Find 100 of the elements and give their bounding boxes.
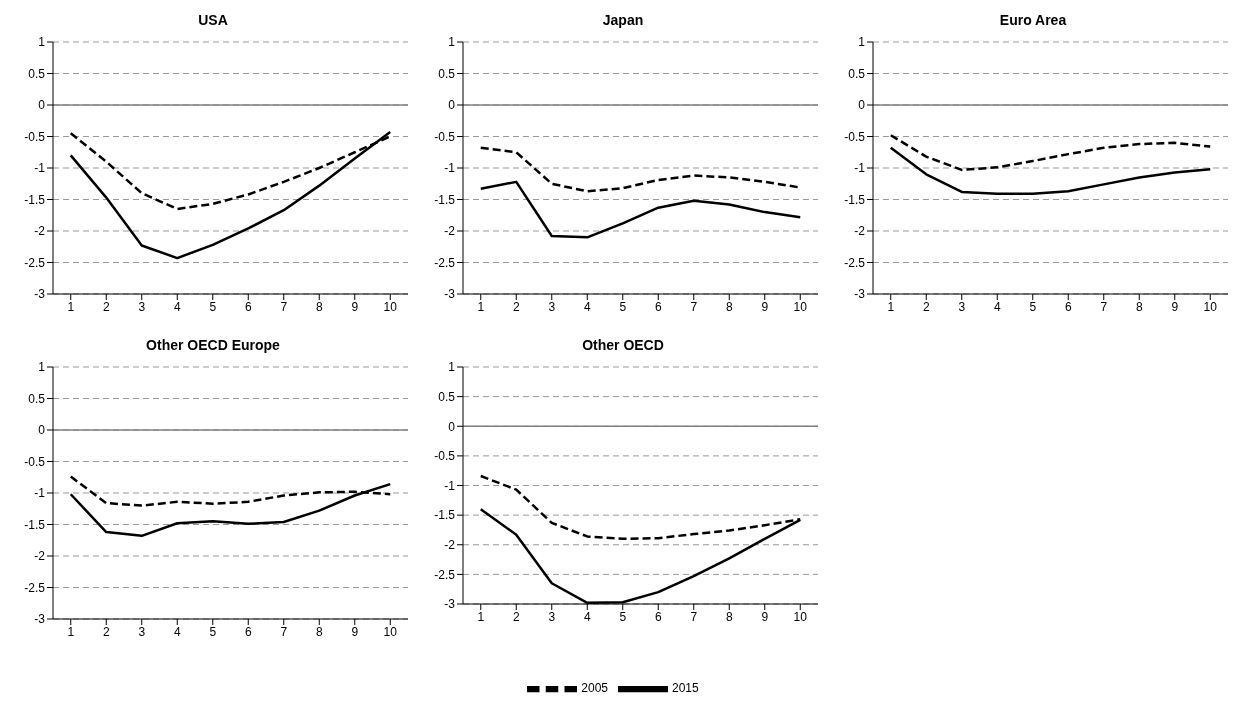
x-tick-label: 3: [138, 624, 146, 639]
x-tick-label: 4: [173, 624, 181, 639]
y-tick-label: -2.5: [844, 255, 866, 270]
y-tick-label: -2: [444, 538, 456, 553]
y-tick-label: 0.5: [848, 66, 866, 81]
x-tick-label: 4: [993, 299, 1001, 314]
x-tick-label: 6: [654, 609, 662, 624]
x-tick-label: 4: [173, 299, 181, 314]
x-tick-label: 10: [1203, 299, 1218, 314]
x-tick-label: 6: [1064, 299, 1072, 314]
y-tick-label: -1: [34, 161, 46, 176]
y-tick-label: 0.5: [28, 391, 46, 406]
x-tick-label: 9: [351, 624, 359, 639]
x-tick-label: 3: [138, 299, 146, 314]
y-tick-label: -0.5: [24, 129, 46, 144]
chart-title: Other OECD: [581, 336, 665, 355]
y-tick-label: 0.5: [438, 66, 456, 81]
chart-title: Euro Area: [998, 11, 1068, 30]
y-tick-label: -2: [444, 224, 456, 239]
y-tick-label: 0.5: [438, 389, 456, 404]
y-tick-label: -2: [854, 224, 866, 239]
chart-title: USA: [197, 11, 229, 30]
x-tick-label: 10: [383, 299, 398, 314]
x-tick-label: 10: [383, 624, 398, 639]
y-tick-label: -1.5: [24, 192, 46, 207]
x-tick-label: 4: [583, 299, 591, 314]
y-tick-label: -1.5: [434, 508, 456, 523]
y-tick-label: -1.5: [844, 192, 866, 207]
y-tick-label: -2: [34, 549, 46, 564]
x-tick-label: 2: [512, 299, 520, 314]
y-tick-label: 1: [448, 35, 456, 50]
x-tick-label: 1: [477, 299, 485, 314]
y-tick-label: -2.5: [24, 580, 46, 595]
x-tick-label: 1: [477, 609, 485, 624]
x-tick-label: 5: [209, 624, 217, 639]
x-tick-label: 1: [67, 299, 75, 314]
y-tick-label: 0: [448, 98, 456, 113]
line-series: [69, 130, 392, 260]
x-tick-label: 6: [654, 299, 662, 314]
y-tick-label: 0: [38, 98, 46, 113]
x-tick-label: 7: [280, 624, 288, 639]
x-tick-label: 5: [209, 299, 217, 314]
y-tick-label: 0.5: [28, 66, 46, 81]
x-tick-label: 3: [958, 299, 966, 314]
x-tick-label: 8: [725, 609, 733, 624]
y-tick-label: -1.5: [24, 517, 46, 532]
y-tick-label: 0: [858, 98, 866, 113]
y-tick-label: -1: [34, 486, 46, 501]
chart-title: Japan: [601, 11, 645, 30]
x-tick-label: 5: [619, 299, 627, 314]
y-tick-label: -3: [34, 287, 46, 302]
x-tick-label: 9: [1171, 299, 1179, 314]
x-tick-label: 8: [725, 299, 733, 314]
y-tick-label: 1: [38, 35, 46, 50]
x-tick-label: 7: [690, 299, 698, 314]
x-tick-label: 2: [922, 299, 930, 314]
x-tick-label: 10: [793, 299, 808, 314]
chart-title: Other OECD Europe: [145, 336, 281, 355]
x-tick-label: 8: [1135, 299, 1143, 314]
y-tick-label: 0: [448, 419, 456, 434]
x-tick-label: 7: [280, 299, 288, 314]
x-tick-label: 10: [793, 609, 808, 624]
y-tick-label: 1: [858, 35, 866, 50]
x-tick-label: 6: [244, 299, 252, 314]
x-tick-label: 9: [761, 609, 769, 624]
x-tick-label: 5: [1029, 299, 1037, 314]
y-tick-label: 1: [448, 360, 456, 375]
x-tick-label: 9: [761, 299, 769, 314]
y-tick-label: -1: [444, 478, 456, 493]
x-tick-label: 1: [67, 624, 75, 639]
y-tick-label: -3: [854, 287, 866, 302]
x-tick-label: 7: [1100, 299, 1108, 314]
x-tick-label: 8: [315, 299, 323, 314]
x-tick-label: 4: [583, 609, 591, 624]
y-tick-label: -2: [34, 224, 46, 239]
y-tick-label: -2.5: [434, 255, 456, 270]
x-tick-label: 3: [548, 609, 556, 624]
x-tick-label: 2: [102, 624, 110, 639]
y-tick-label: -3: [444, 287, 456, 302]
x-tick-label: 6: [244, 624, 252, 639]
y-tick-label: -3: [444, 597, 456, 612]
x-tick-label: 8: [315, 624, 323, 639]
x-tick-label: 1: [887, 299, 895, 314]
legend-label: 2015: [672, 681, 699, 696]
x-tick-label: 2: [102, 299, 110, 314]
line-series: [889, 146, 1212, 196]
y-tick-label: -0.5: [844, 129, 866, 144]
y-tick-label: -0.5: [24, 454, 46, 469]
x-tick-label: 2: [512, 609, 520, 624]
y-tick-label: -2.5: [434, 567, 456, 582]
y-tick-label: -1.5: [434, 192, 456, 207]
y-tick-label: 1: [38, 360, 46, 375]
y-tick-label: -1: [444, 161, 456, 176]
y-tick-label: -1: [854, 161, 866, 176]
y-tick-label: 0: [38, 423, 46, 438]
line-series: [479, 180, 802, 239]
y-tick-label: -0.5: [434, 129, 456, 144]
legend-label: 2005: [581, 681, 608, 696]
x-tick-label: 9: [351, 299, 359, 314]
line-series: [889, 133, 1212, 172]
